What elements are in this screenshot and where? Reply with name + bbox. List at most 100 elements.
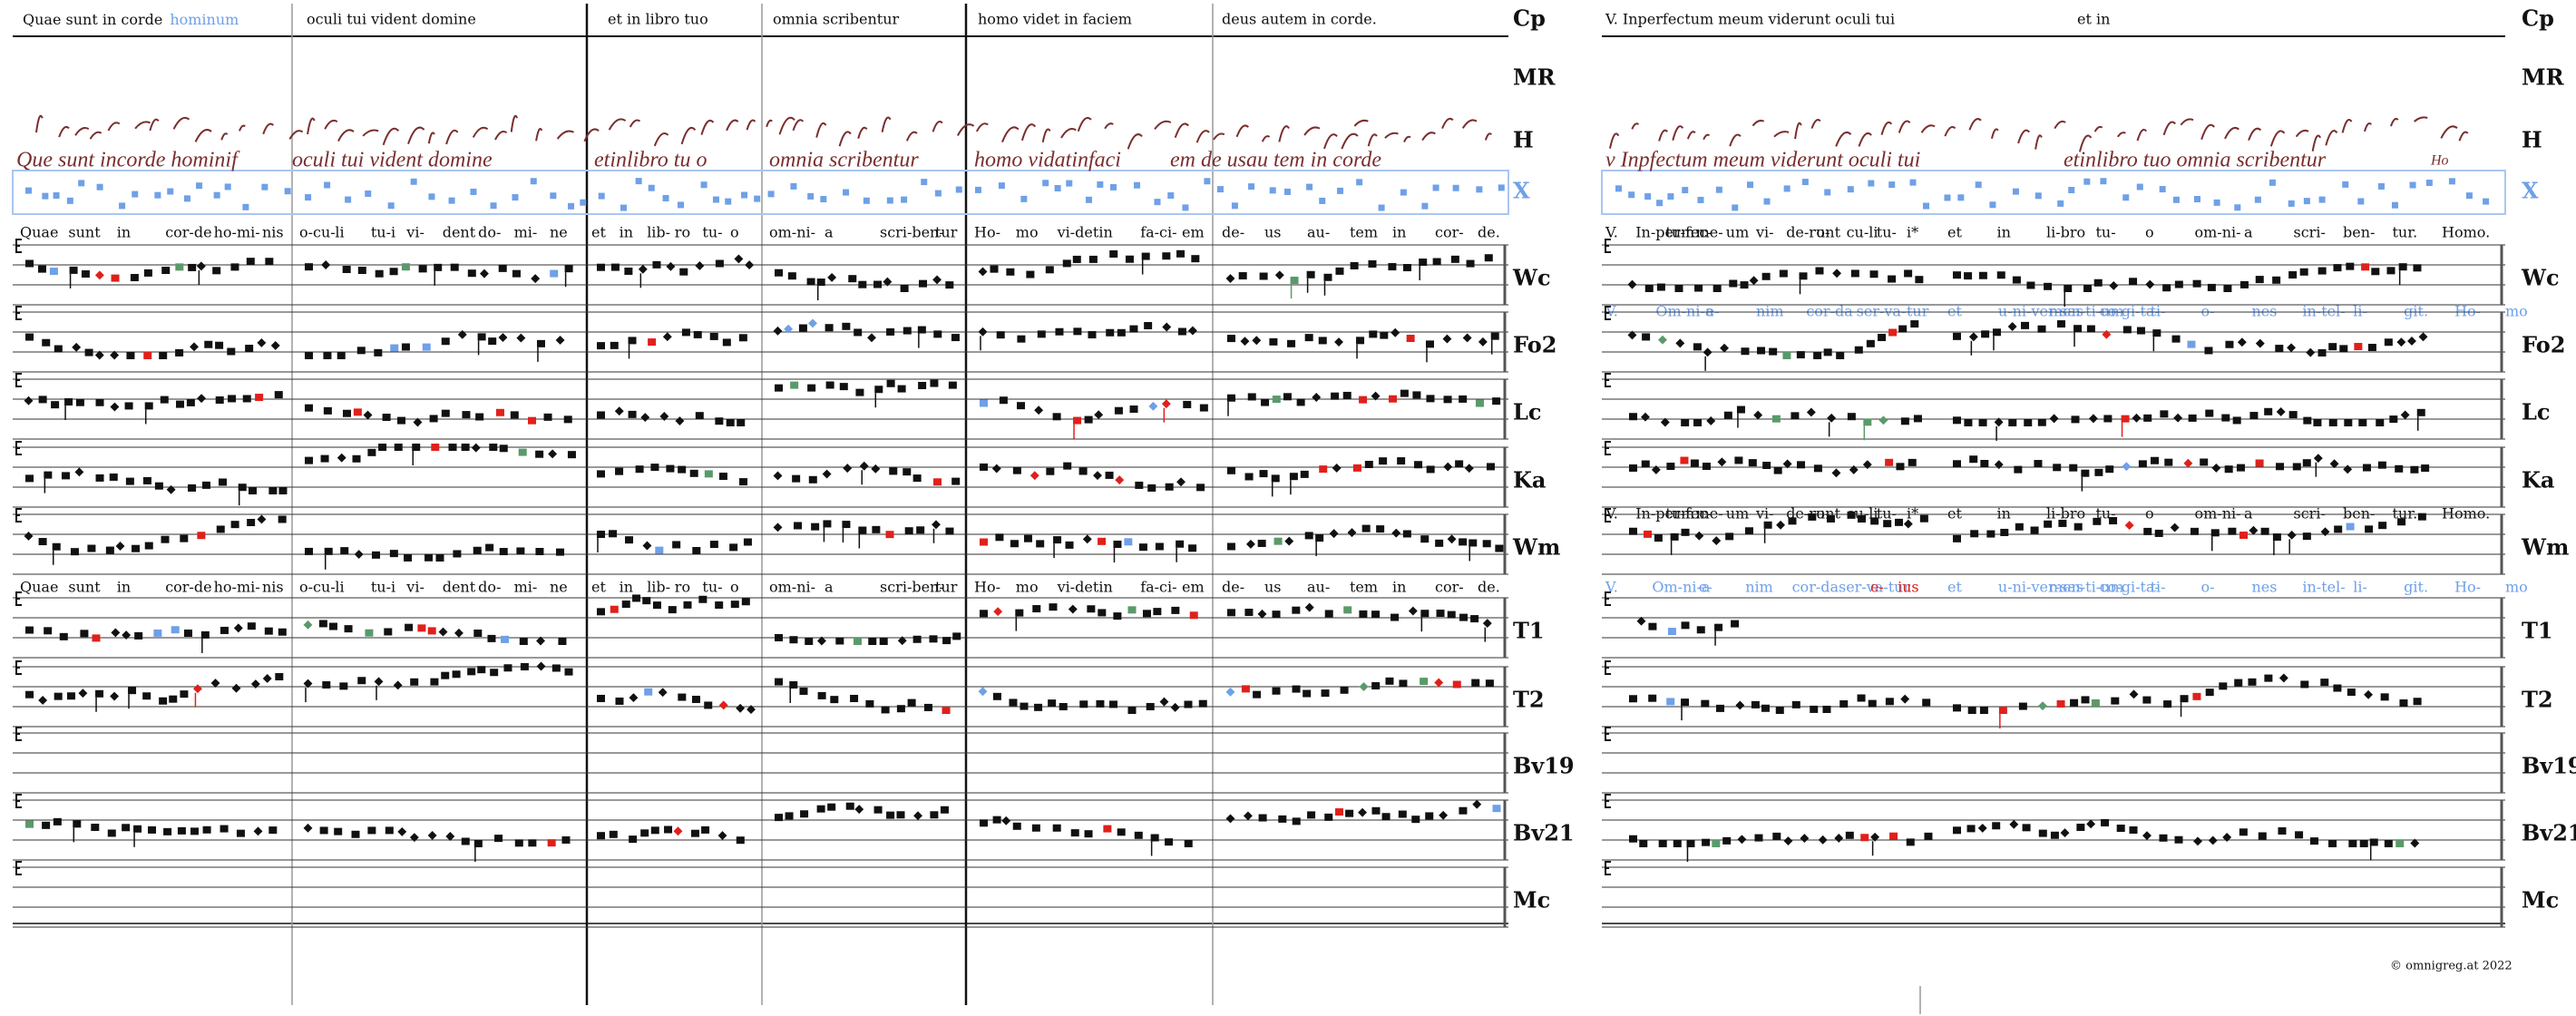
note [257,514,267,524]
note [109,473,118,481]
note [1818,835,1828,845]
note [1182,204,1189,211]
note [1184,840,1193,847]
note [2328,840,2337,847]
note [1970,530,1979,538]
note [1426,465,1435,474]
note [1996,271,2005,279]
note [183,195,190,202]
note [382,414,391,422]
note [945,281,954,289]
note [342,265,351,273]
note [122,630,132,640]
note [1681,528,1690,536]
note [1331,392,1340,400]
neume [535,128,543,142]
note [2287,530,2297,540]
note [42,821,51,829]
note [154,191,161,199]
note [1165,483,1174,491]
note [1324,610,1333,618]
note [353,408,362,416]
note [1888,181,1896,189]
note [1171,606,1180,614]
note [261,183,268,190]
note [551,664,561,672]
note [854,328,863,337]
note [854,805,864,815]
note [717,831,727,841]
lyric-syllable: ne [550,579,568,596]
note [390,344,399,352]
note [148,826,157,834]
lyric-syllable: o-cu- [299,224,336,241]
note [1889,832,1898,840]
note [1849,464,1859,474]
note [1869,270,1878,278]
note [1857,515,1866,523]
neume [194,129,212,142]
neume [1060,128,1077,139]
note [37,265,46,273]
note [1654,534,1663,542]
lyric-syllable: ius [1898,579,1919,596]
note [1037,330,1046,338]
neume [1898,120,1911,133]
note [2073,523,2083,531]
neume [58,125,70,138]
note [2302,459,2311,467]
note [1055,327,1064,336]
note [638,264,648,274]
note [1170,702,1180,712]
note [1094,410,1104,420]
note [722,338,731,347]
lyric-syllable: sunt [68,579,101,596]
lyric-syllable: in [620,579,633,596]
note [1029,471,1039,481]
neume [1323,133,1338,150]
note [628,337,637,345]
note [1648,694,1657,702]
note [678,693,687,701]
note [2088,414,2098,424]
note [1847,511,1856,519]
lyric-syllable: et [1947,505,1962,523]
neume [1461,119,1478,129]
lyric-syllable: me- [1696,505,1723,523]
note [2154,529,2163,537]
note [340,547,349,555]
note [1009,698,1018,707]
note [1478,337,1488,347]
note [1824,189,1831,196]
neume [1261,135,1271,142]
note [1788,517,1797,525]
note [773,471,783,481]
lyric-syllable: in [1997,224,2011,241]
note [2276,406,2286,416]
note [825,381,834,389]
note [1319,197,1326,204]
note [519,638,528,645]
neume [382,127,400,146]
note [422,343,431,351]
note [625,536,634,544]
note [188,484,197,492]
note [692,547,701,555]
lyric-syllable: In-per-fec- [1635,224,1712,241]
lyric-syllable: de- [1222,224,1244,241]
lyric-syllable: tu-i [371,224,395,241]
voice-label: H [1513,127,1534,153]
note [130,274,139,282]
note [1342,391,1351,399]
note [1371,806,1381,815]
note [916,526,925,534]
note [2421,464,2430,473]
note [1827,413,1837,423]
note [59,632,68,640]
cp-phrase: homo videt in faciem [978,11,1132,28]
lyric-syllable: in [1392,579,1406,596]
note [1135,481,1144,489]
note [1098,609,1107,617]
note [429,415,438,423]
note [1253,690,1262,698]
